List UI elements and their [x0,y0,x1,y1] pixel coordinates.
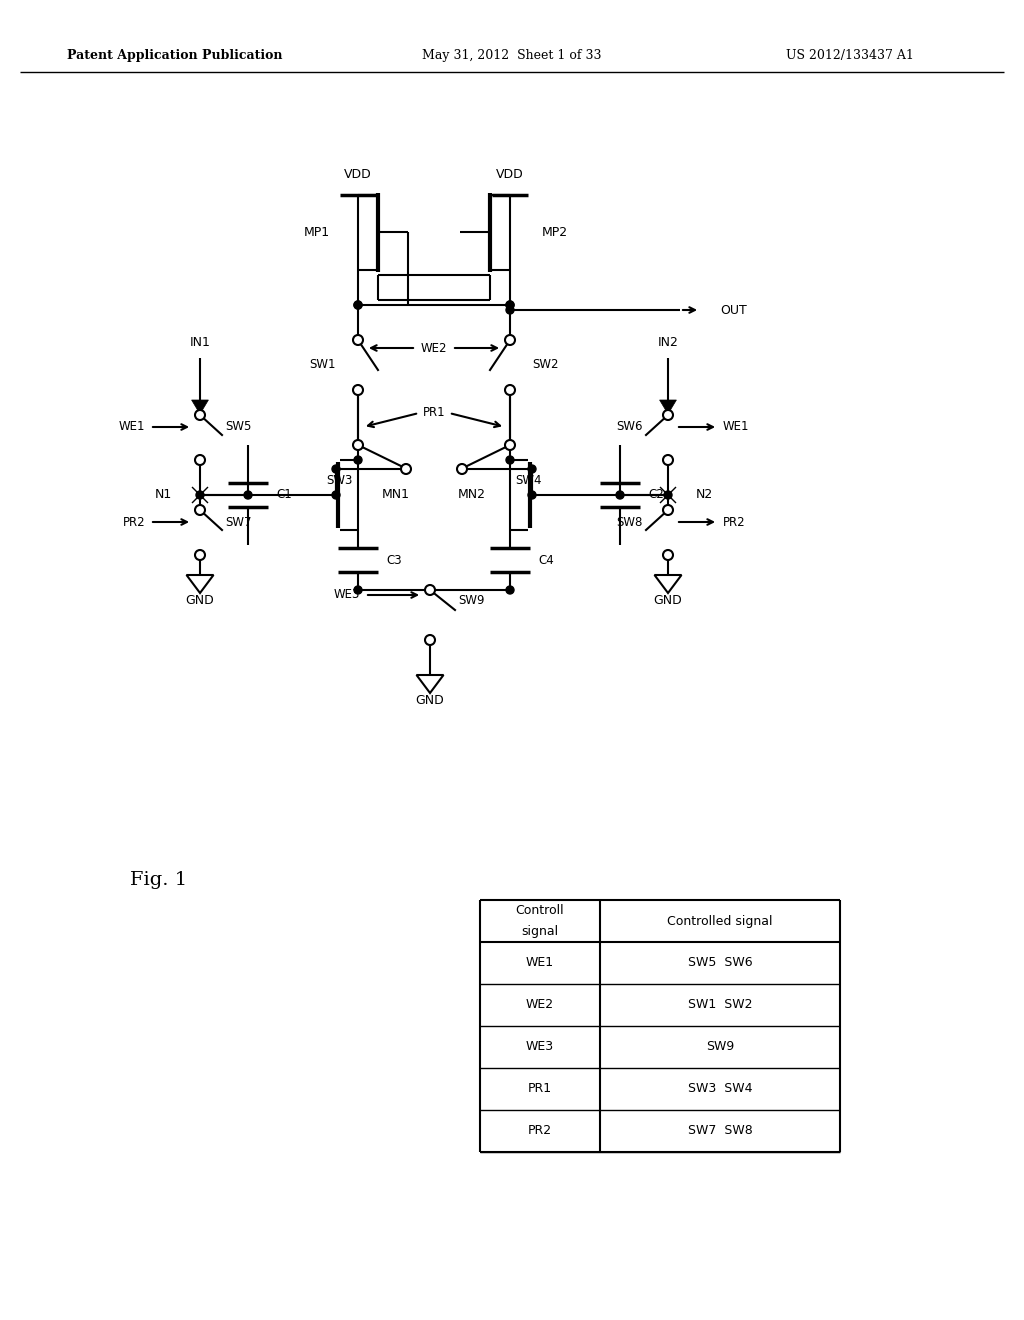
Circle shape [354,301,362,309]
Circle shape [426,586,434,594]
Text: SW9: SW9 [458,594,484,606]
Circle shape [195,506,205,515]
Text: GND: GND [653,594,682,606]
Circle shape [664,491,672,499]
Circle shape [195,455,205,465]
Circle shape [505,335,515,345]
Text: MP2: MP2 [542,226,568,239]
Circle shape [332,465,340,473]
Text: C4: C4 [538,553,554,566]
Circle shape [354,455,362,465]
Text: GND: GND [185,594,214,606]
Circle shape [457,465,467,474]
Text: Patent Application Publication: Patent Application Publication [68,49,283,62]
Text: OUT: OUT [720,304,746,317]
Text: SW6: SW6 [616,421,643,433]
Text: C1: C1 [276,488,292,502]
Text: signal: signal [521,924,558,937]
Text: WE3: WE3 [334,589,360,602]
Text: SW2: SW2 [532,359,558,371]
Text: Controlled signal: Controlled signal [668,915,773,928]
Text: N1: N1 [155,488,172,502]
Text: N2: N2 [696,488,714,502]
Text: SW5: SW5 [225,421,251,433]
Text: SW8: SW8 [616,516,643,528]
Text: MP1: MP1 [304,226,330,239]
Text: WE2: WE2 [526,998,554,1011]
Circle shape [353,335,362,345]
Circle shape [353,385,362,395]
Text: SW7  SW8: SW7 SW8 [688,1125,753,1138]
Text: May 31, 2012  Sheet 1 of 33: May 31, 2012 Sheet 1 of 33 [422,49,602,62]
Polygon shape [659,400,677,414]
Text: IN1: IN1 [189,337,211,350]
Text: PR2: PR2 [123,516,145,528]
Text: WE1: WE1 [526,957,554,969]
Text: WE1: WE1 [723,421,750,433]
Circle shape [196,491,204,499]
Text: PR1: PR1 [528,1082,552,1096]
Circle shape [528,491,536,499]
Circle shape [663,506,673,515]
Text: SW1: SW1 [309,359,336,371]
Polygon shape [191,400,209,414]
Circle shape [425,585,435,595]
Text: WE3: WE3 [526,1040,554,1053]
Circle shape [401,465,411,474]
Polygon shape [186,576,213,593]
Text: SW4: SW4 [515,474,542,487]
Text: VDD: VDD [344,169,372,181]
Text: WE2: WE2 [421,342,447,355]
Text: PR2: PR2 [723,516,745,528]
Text: VDD: VDD [496,169,524,181]
Circle shape [332,491,340,499]
Circle shape [354,301,362,309]
Circle shape [353,440,362,450]
Text: SW7: SW7 [225,516,252,528]
Text: C3: C3 [386,553,401,566]
Polygon shape [654,576,682,593]
Circle shape [506,306,514,314]
Circle shape [663,411,673,420]
Circle shape [528,465,536,473]
Circle shape [505,440,515,450]
Text: GND: GND [416,693,444,706]
Circle shape [195,550,205,560]
Text: PR2: PR2 [528,1125,552,1138]
Circle shape [663,550,673,560]
Circle shape [616,491,624,499]
Text: Controll: Controll [516,903,564,916]
Circle shape [354,586,362,594]
Circle shape [195,411,205,420]
Text: SW5  SW6: SW5 SW6 [688,957,753,969]
Text: Fig. 1: Fig. 1 [130,871,187,888]
Text: SW1  SW2: SW1 SW2 [688,998,753,1011]
Text: MN2: MN2 [458,488,486,502]
Circle shape [506,455,514,465]
Text: PR1: PR1 [423,407,445,420]
Text: SW3: SW3 [327,474,353,487]
Circle shape [425,635,435,645]
Text: US 2012/133437 A1: US 2012/133437 A1 [786,49,914,62]
Circle shape [506,301,514,309]
Text: IN2: IN2 [657,337,679,350]
Circle shape [244,491,252,499]
Text: SW3  SW4: SW3 SW4 [688,1082,753,1096]
Text: SW9: SW9 [706,1040,734,1053]
Circle shape [663,455,673,465]
Polygon shape [417,675,443,693]
Text: WE1: WE1 [119,421,145,433]
Circle shape [506,586,514,594]
Circle shape [506,301,514,309]
Text: C2: C2 [648,488,664,502]
Circle shape [505,385,515,395]
Text: MN1: MN1 [382,488,410,502]
